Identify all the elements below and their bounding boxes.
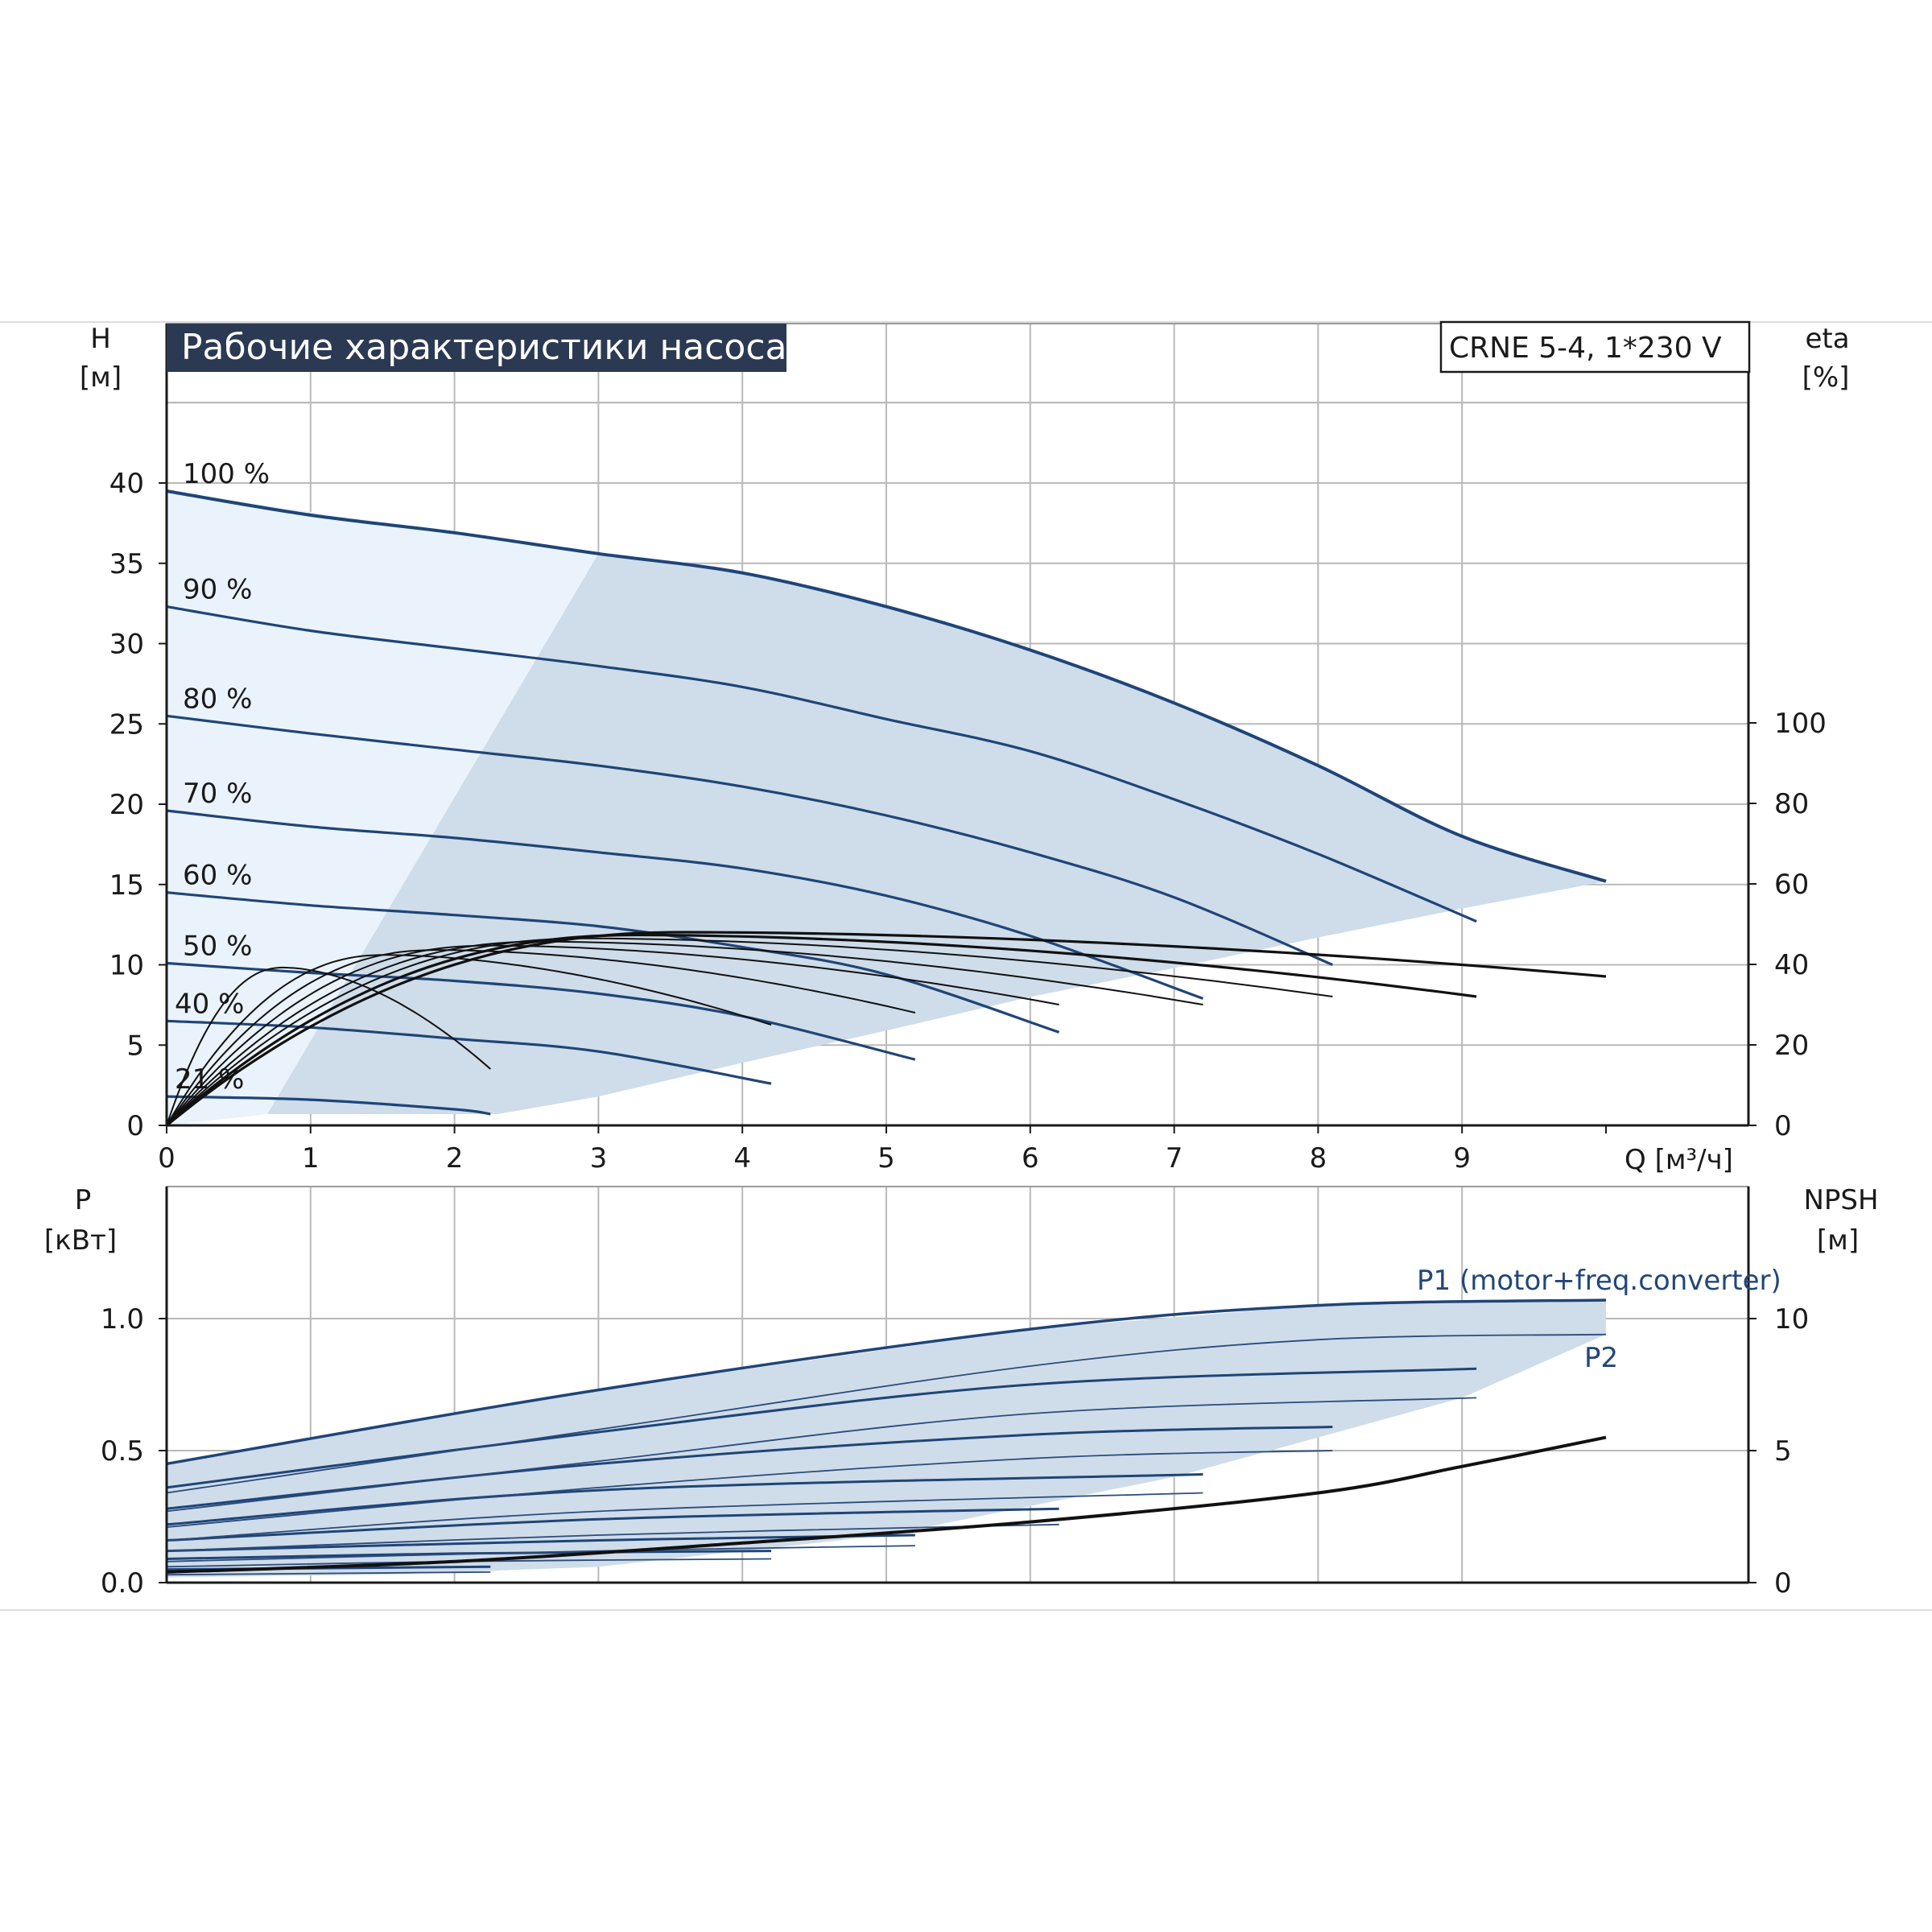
q-tick-label: 0 — [158, 1142, 175, 1174]
h-tick-label: 35 — [109, 548, 144, 580]
p1-label: P1 (motor+freq.converter) — [1417, 1265, 1781, 1297]
speed-label: 90 % — [183, 574, 252, 606]
p2-label: P2 — [1584, 1342, 1618, 1374]
h-tick-label: 15 — [109, 869, 144, 902]
eta-tick-label: 0 — [1774, 1110, 1792, 1142]
speed-label: 40 % — [175, 988, 244, 1020]
h-tick-label: 0 — [126, 1110, 144, 1142]
npsh-tick-label: 5 — [1774, 1435, 1792, 1468]
npsh-curve — [166, 1435, 1607, 1574]
eta-tick-label: 100 — [1774, 708, 1827, 740]
eta-tick-label: 60 — [1774, 869, 1809, 901]
npsh-axis-unit: [м] — [1817, 1224, 1859, 1257]
p1-curve — [166, 1507, 1059, 1542]
p2-curve — [166, 1333, 1607, 1494]
speed-label: 80 % — [183, 683, 252, 715]
efficiency-curve — [166, 949, 916, 1126]
head-curve — [166, 605, 1477, 923]
npsh-axis-label: NPSH — [1803, 1184, 1878, 1216]
h-tick-label: 20 — [109, 789, 144, 821]
efficiency-curve — [165, 933, 1477, 1127]
q-tick-label: 2 — [446, 1142, 464, 1174]
p1-curve — [166, 1367, 1477, 1489]
q-tick-label: 6 — [1022, 1142, 1039, 1174]
head-curve — [166, 891, 1060, 1034]
chart-title: Рабочие характеристики насоса — [181, 327, 786, 368]
speed-label: 50 % — [183, 931, 252, 963]
eta-tick-label: 40 — [1774, 949, 1809, 981]
p2-curve — [166, 1571, 491, 1576]
q-tick-label: 8 — [1310, 1142, 1327, 1174]
head-curve — [166, 961, 916, 1061]
efficiency-curve — [166, 966, 491, 1126]
h-tick-label: 40 — [109, 468, 144, 500]
q-tick-label: 9 — [1453, 1142, 1471, 1174]
p2-curve — [166, 1450, 1333, 1528]
efficiency-curve — [166, 940, 1203, 1126]
h-tick-label: 30 — [109, 629, 144, 661]
efficiency-curve — [166, 931, 1607, 1127]
p1-curve — [166, 1473, 1203, 1526]
q-tick-label: 1 — [302, 1142, 320, 1174]
h-tick-label: 10 — [109, 950, 144, 982]
efficiency-curve — [166, 944, 1059, 1126]
h-axis-label: H — [90, 323, 111, 355]
head-curve — [166, 714, 1333, 966]
p2-curve — [166, 1397, 1477, 1513]
model-label: CRNE 5-4, 1*230 V — [1449, 332, 1722, 365]
p-axis-unit: [кВт] — [44, 1224, 117, 1257]
operating-area — [267, 553, 1606, 1115]
p2-curve — [166, 1545, 915, 1563]
model-box — [1439, 320, 1751, 374]
p-tick-label: 0.5 — [101, 1435, 144, 1468]
q-tick-label: 3 — [590, 1142, 608, 1174]
head-curve — [166, 489, 1607, 883]
p-tick-label: 0.0 — [101, 1567, 144, 1600]
p-tick-label: 1.0 — [101, 1303, 144, 1335]
eta-tick-label: 20 — [1774, 1030, 1809, 1062]
q-axis-label: Q [м³/ч] — [1624, 1144, 1733, 1176]
h-tick-label: 25 — [109, 708, 144, 741]
title-background — [167, 324, 786, 372]
p2-curve — [166, 1492, 1203, 1542]
head-curve — [166, 1095, 491, 1116]
q-tick-label: 4 — [733, 1142, 751, 1174]
power-area — [167, 1300, 1606, 1578]
eta-axis-label: eta — [1805, 323, 1849, 355]
p2-curve — [166, 1523, 1059, 1552]
eta-tick-label: 80 — [1774, 788, 1809, 820]
q-tick-label: 7 — [1166, 1142, 1183, 1174]
speed-label: 100 % — [183, 458, 270, 490]
h-axis-unit: [м] — [80, 361, 122, 394]
operating-area-light — [167, 490, 599, 1125]
eta-axis-unit: [%] — [1802, 361, 1850, 394]
p1-curve — [166, 1426, 1333, 1510]
npsh-tick-label: 0 — [1774, 1567, 1792, 1600]
speed-label: 60 % — [183, 860, 252, 892]
efficiency-curve — [166, 954, 772, 1126]
speed-label: 70 % — [183, 778, 252, 810]
npsh-tick-label: 10 — [1774, 1303, 1809, 1335]
p1-curve — [166, 1550, 772, 1560]
p1-curve — [166, 1298, 1607, 1466]
p-axis-label: P — [75, 1184, 92, 1216]
head-curve — [166, 809, 1203, 1000]
q-tick-label: 5 — [877, 1142, 895, 1174]
h-tick-label: 5 — [126, 1030, 144, 1062]
